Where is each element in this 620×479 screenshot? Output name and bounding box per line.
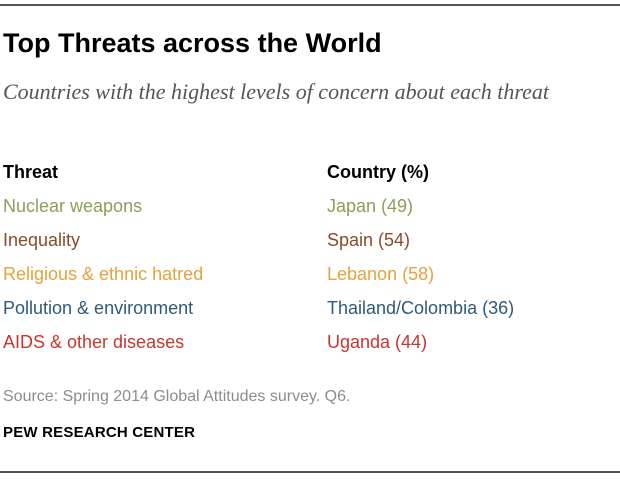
table-row: Nuclear weapons Japan (49)	[3, 191, 603, 225]
threat-table: Threat Country (%) Nuclear weapons Japan…	[3, 157, 603, 361]
bottom-divider	[0, 471, 620, 473]
country-value: Lebanon (58)	[327, 264, 435, 284]
column-header-country: Country (%)	[327, 162, 429, 182]
country-value: Thailand/Colombia (36)	[327, 298, 515, 318]
threat-name: Pollution & environment	[3, 298, 194, 318]
country-value: Spain (54)	[327, 230, 411, 250]
table-row: AIDS & other diseases Uganda (44)	[3, 327, 603, 361]
column-header-threat: Threat	[3, 162, 59, 182]
source-note: Source: Spring 2014 Global Attitudes sur…	[3, 388, 351, 405]
page-subtitle: Countries with the highest levels of con…	[3, 79, 550, 104]
top-divider	[0, 4, 620, 6]
table-row: Pollution & environment Thailand/Colombi…	[3, 293, 603, 327]
organization-credit: PEW RESEARCH CENTER	[3, 424, 196, 441]
country-value: Uganda (44)	[327, 332, 428, 352]
table-header-row: Threat Country (%)	[3, 157, 603, 191]
threat-name: AIDS & other diseases	[3, 332, 185, 352]
page-title: Top Threats across the World	[3, 28, 382, 58]
table-row: Inequality Spain (54)	[3, 225, 603, 259]
threat-name: Religious & ethnic hatred	[3, 264, 204, 284]
country-value: Japan (49)	[327, 196, 414, 216]
table-row: Religious & ethnic hatred Lebanon (58)	[3, 259, 603, 293]
threat-name: Inequality	[3, 230, 81, 250]
threat-name: Nuclear weapons	[3, 196, 143, 216]
